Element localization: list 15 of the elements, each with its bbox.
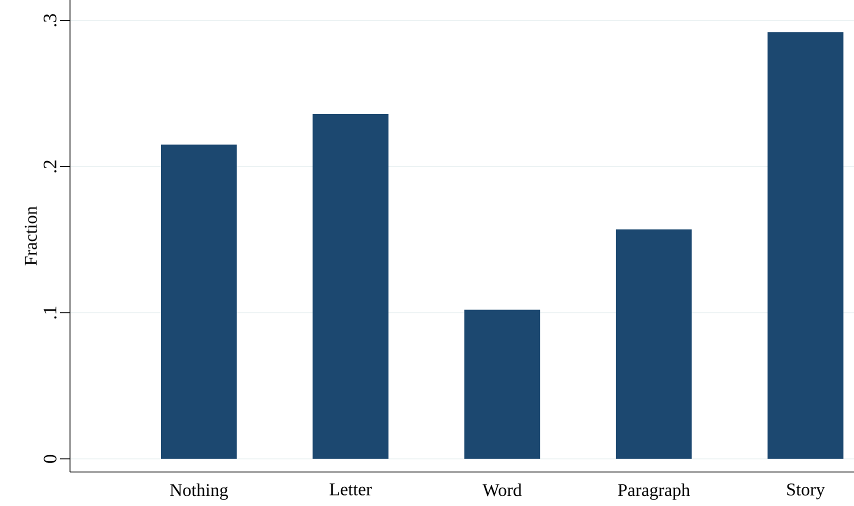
bar <box>464 310 540 459</box>
x-tick-label: Story <box>787 484 825 500</box>
y-tick-label: .3 <box>44 14 56 26</box>
y-axis-title: Fraction <box>24 206 37 266</box>
y-tick-label: .2 <box>44 160 56 172</box>
x-tick-label: Paragraph <box>618 483 690 500</box>
y-tick-label: 0 <box>44 454 56 463</box>
bar <box>312 114 388 459</box>
bar <box>768 32 844 459</box>
bar <box>160 144 237 459</box>
y-tick-label: .1 <box>44 306 56 319</box>
x-tick-label: Nothing <box>170 483 228 500</box>
x-tick-label: Word <box>482 483 522 496</box>
x-tick-label: Letter <box>330 484 372 496</box>
bar <box>616 229 692 459</box>
